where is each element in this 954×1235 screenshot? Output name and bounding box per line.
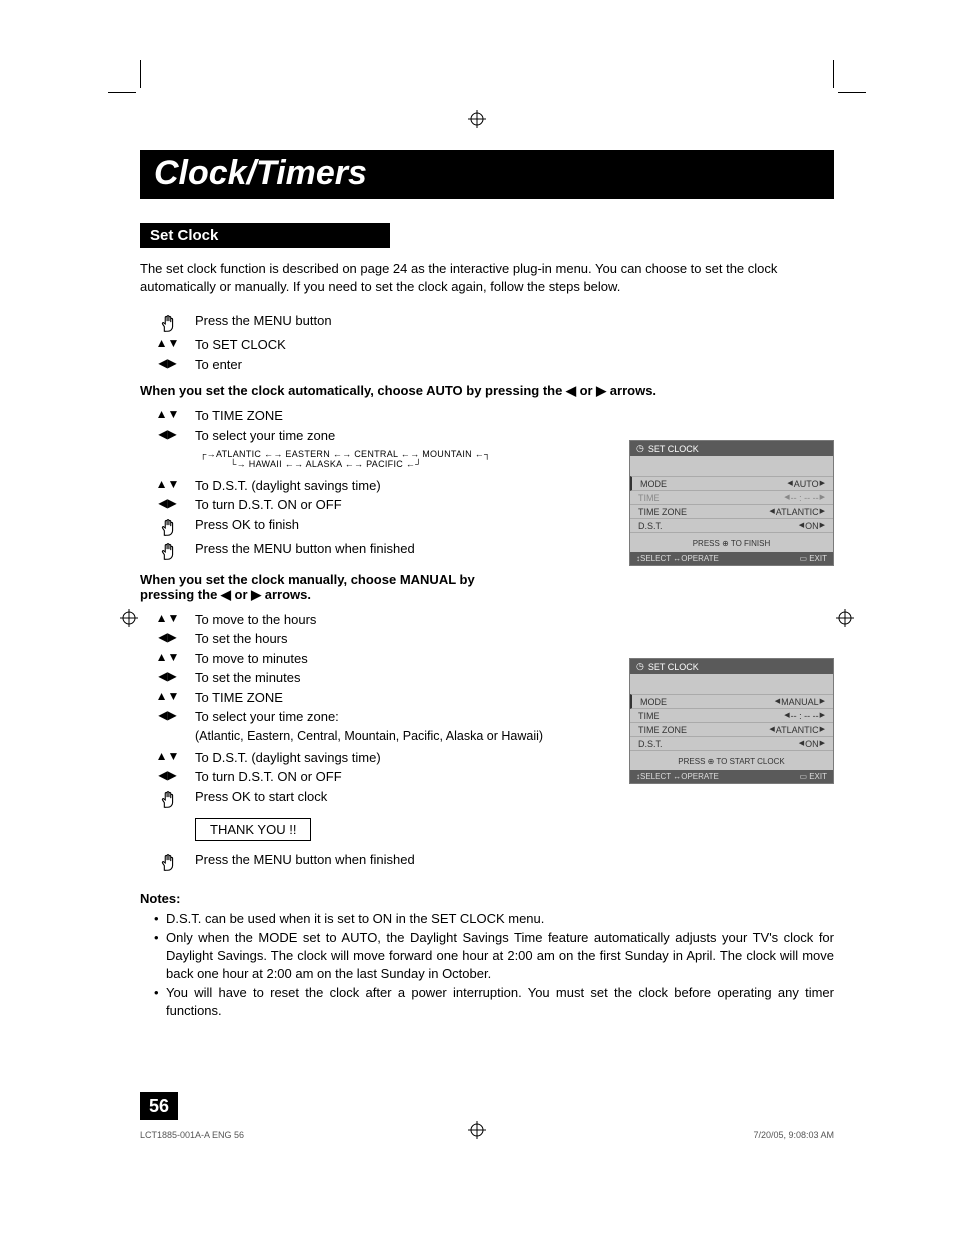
instruction-row: Press the MENU button when finished <box>140 851 834 873</box>
left-right-arrows-icon: ◀▶ <box>140 427 195 441</box>
note-item: Only when the MODE set to AUTO, the Dayl… <box>154 929 834 982</box>
left-right-arrows-icon: ◀▶ <box>140 669 195 683</box>
page-title: Clock/Timers <box>140 150 834 199</box>
instruction-row: ▲▼To move to the hours <box>140 611 834 629</box>
osd-row-key: TIME ZONE <box>638 725 687 735</box>
osd-row: TIME ZONE ◀ATLANTIC▶ <box>630 505 833 519</box>
up-down-arrows-icon: ▲▼ <box>140 689 195 703</box>
manual-heading: When you set the clock manually, choose … <box>140 572 480 603</box>
up-down-arrows-icon: ▲▼ <box>140 407 195 421</box>
osd-row: D.S.T. ◀ON▶ <box>630 519 833 533</box>
footer: LCT1885-001A-A ENG 56 7/20/05, 9:08:03 A… <box>140 1130 834 1140</box>
instruction-text: Press the MENU button <box>195 312 834 330</box>
osd-footer-exit: ▭ EXIT <box>799 772 827 781</box>
up-down-arrows-icon: ▲▼ <box>140 650 195 664</box>
clock-icon: ◷ <box>636 443 644 454</box>
osd-title: SET CLOCK <box>648 444 699 454</box>
hand-icon <box>140 540 195 562</box>
osd-row-key: D.S.T. <box>638 739 663 749</box>
left-right-arrows-icon: ◀▶ <box>140 630 195 644</box>
left-right-arrows-icon: ◀▶ <box>140 356 195 370</box>
steps-manual-3: Press the MENU button when finished <box>140 851 834 873</box>
footer-right: 7/20/05, 9:08:03 AM <box>753 1130 834 1140</box>
osd-row-key: MODE <box>640 697 667 707</box>
instruction-row: ▲▼To SET CLOCK <box>140 336 834 354</box>
instruction-text: Press OK to start clock <box>195 788 834 806</box>
osd-set-clock-auto: ◷ SET CLOCK MODE◀AUTO▶TIME◀-- : -- --▶TI… <box>629 440 834 566</box>
osd-title: SET CLOCK <box>648 662 699 672</box>
osd-set-clock-manual: ◷ SET CLOCK MODE ◀MANUAL▶ TIME ◀-- : -- --▶… <box>629 658 834 784</box>
osd-row: D.S.T. ◀ON▶ <box>630 737 833 751</box>
instruction-row: ◀▶To enter <box>140 356 834 374</box>
osd-row: TIME ◀-- : -- --▶ <box>630 709 833 723</box>
hand-icon <box>140 788 195 810</box>
osd-row-key: TIME ZONE <box>638 507 687 517</box>
note-item: You will have to reset the clock after a… <box>154 984 834 1019</box>
up-down-arrows-icon: ▲▼ <box>140 749 195 763</box>
osd-row-key: D.S.T. <box>638 521 663 531</box>
left-right-arrows-icon: ◀▶ <box>140 708 195 722</box>
notes-list: D.S.T. can be used when it is set to ON … <box>140 910 834 1019</box>
instruction-text: To enter <box>195 356 834 374</box>
left-right-arrows-icon: ◀▶ <box>140 768 195 782</box>
osd-row-value: ◀-- : -- --▶ <box>784 711 825 721</box>
instruction-row: Press OK to start clock <box>140 788 834 810</box>
instruction-row: ▲▼To TIME ZONE <box>140 407 834 425</box>
osd-row-value: ◀ATLANTIC▶ <box>769 507 825 517</box>
intro-text: The set clock function is described on p… <box>140 260 834 296</box>
page-number: 56 <box>140 1092 178 1120</box>
auto-heading: When you set the clock automatically, ch… <box>140 383 834 399</box>
osd-footer-left: ↕SELECT ↔OPERATE <box>636 772 719 781</box>
instruction-text: To TIME ZONE <box>195 407 834 425</box>
section-heading: Set Clock <box>140 223 390 248</box>
notes-heading: Notes: <box>140 891 834 906</box>
osd-footer-exit: ▭ EXIT <box>799 554 827 563</box>
osd-row-key: TIME <box>638 711 660 721</box>
osd-header: ◷ SET CLOCK <box>630 659 833 674</box>
clock-icon: ◷ <box>636 661 644 672</box>
instruction-text: To SET CLOCK <box>195 336 834 354</box>
steps-auto-pre: Press the MENU button▲▼To SET CLOCK◀▶To … <box>140 312 834 373</box>
footer-left: LCT1885-001A-A ENG 56 <box>140 1130 244 1140</box>
osd-row: TIME ◀-- : -- --▶ <box>630 491 833 505</box>
left-right-arrows-icon: ◀▶ <box>140 496 195 510</box>
osd-row-value: ◀-- : -- --▶ <box>784 493 825 503</box>
note-item: D.S.T. can be used when it is set to ON … <box>154 910 834 928</box>
instruction-text: Press the MENU button when finished <box>195 851 834 869</box>
osd-row-value: ◀AUTO▶ <box>787 479 825 489</box>
hand-icon <box>140 516 195 538</box>
thank-you-box: THANK YOU !! <box>195 818 311 841</box>
steps-auto-1: ▲▼To TIME ZONE◀▶To select your time zone <box>140 407 834 444</box>
osd-row-key: TIME <box>638 493 660 503</box>
instruction-text: To set the hours <box>195 630 834 648</box>
up-down-arrows-icon: ▲▼ <box>140 336 195 350</box>
up-down-arrows-icon: ▲▼ <box>140 611 195 625</box>
osd-row-value: ◀ATLANTIC▶ <box>769 725 825 735</box>
osd-row-key: MODE <box>640 479 667 489</box>
instruction-row: Press the MENU button <box>140 312 834 334</box>
osd-header: ◷ SET CLOCK <box>630 441 833 456</box>
osd-finish-text: PRESS ⊕ TO FINISH <box>630 533 833 552</box>
instruction-text: To move to the hours <box>195 611 834 629</box>
instruction-row: ◀▶To set the hours <box>140 630 834 648</box>
osd-row: TIME ZONE ◀ATLANTIC▶ <box>630 723 833 737</box>
osd-finish-text: PRESS ⊕ TO START CLOCK <box>630 751 833 770</box>
osd-row: MODE ◀AUTO▶ <box>630 476 833 491</box>
osd-footer-left: ↕SELECT ↔OPERATE <box>636 554 719 563</box>
up-down-arrows-icon: ▲▼ <box>140 477 195 491</box>
hand-icon <box>140 312 195 334</box>
osd-row-value: ◀ON▶ <box>799 521 825 531</box>
osd-row-value: ◀ON▶ <box>799 739 825 749</box>
hand-icon <box>140 851 195 873</box>
osd-row-value: ◀MANUAL▶ <box>775 697 825 707</box>
osd-row: MODE ◀MANUAL▶ <box>630 694 833 709</box>
